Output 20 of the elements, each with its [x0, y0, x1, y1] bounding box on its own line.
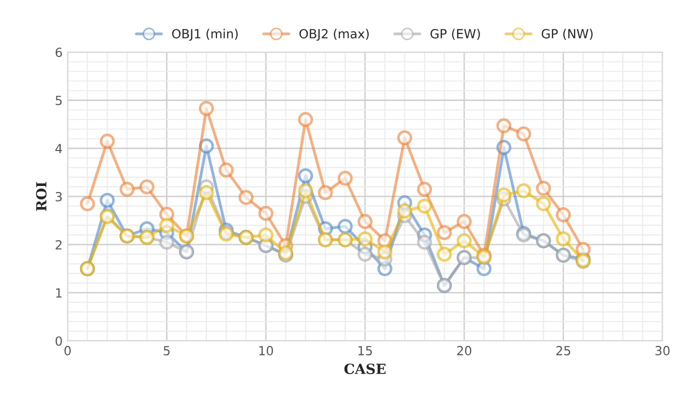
x-tick-label: 0: [64, 346, 71, 356]
x-tick-label: 25: [556, 346, 570, 356]
y-tick-label: 2: [56, 240, 62, 250]
x-tick-label: 20: [457, 346, 472, 356]
y-tick-label: 5: [56, 96, 62, 106]
y-tick-label: 1: [56, 288, 62, 298]
legend-label: GP (EW): [430, 28, 480, 40]
legend-label: OBJ1 (min): [172, 28, 238, 41]
x-tick-label: 30: [655, 346, 670, 356]
legend-label: GP (NW): [542, 28, 593, 40]
y-tick-label: 3: [56, 192, 62, 202]
x-axis-title: CASE: [344, 364, 386, 374]
y-tick-label: 0: [56, 336, 62, 346]
y-tick-label: 4: [55, 144, 62, 154]
x-tick-label: 5: [164, 346, 170, 356]
legend-label: OBJ2 (max): [299, 28, 369, 41]
y-tick-label: 6: [56, 48, 62, 58]
y-axis-title: ROI: [36, 182, 47, 211]
x-tick-label: 10: [259, 346, 274, 356]
x-tick-label: 15: [358, 346, 372, 356]
